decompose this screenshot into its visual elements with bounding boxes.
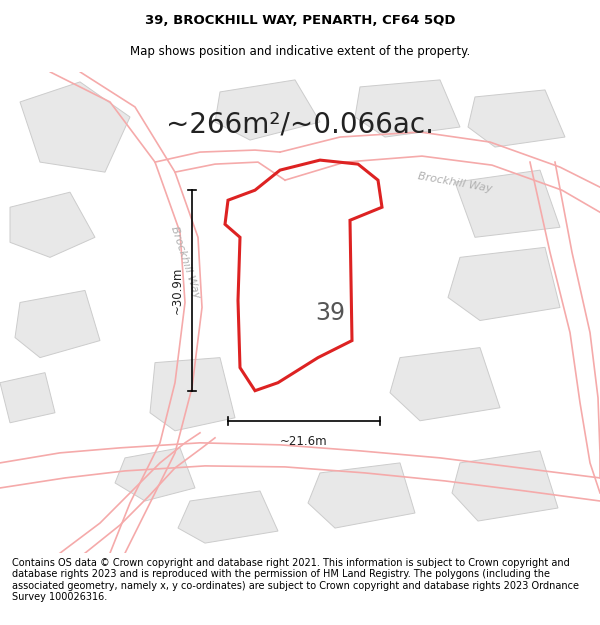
- Polygon shape: [390, 348, 500, 421]
- Text: ~30.9m: ~30.9m: [171, 267, 184, 314]
- Polygon shape: [20, 82, 130, 172]
- Text: Brockhill Way: Brockhill Way: [169, 225, 202, 300]
- Text: Contains OS data © Crown copyright and database right 2021. This information is : Contains OS data © Crown copyright and d…: [12, 558, 579, 602]
- Text: ~21.6m: ~21.6m: [280, 435, 328, 448]
- Polygon shape: [355, 80, 460, 137]
- Polygon shape: [468, 90, 565, 147]
- Polygon shape: [15, 291, 100, 357]
- Text: Brockhill Way: Brockhill Way: [417, 171, 493, 194]
- Polygon shape: [455, 170, 560, 238]
- Text: 39, BROCKHILL WAY, PENARTH, CF64 5QD: 39, BROCKHILL WAY, PENARTH, CF64 5QD: [145, 14, 455, 27]
- Polygon shape: [308, 463, 415, 528]
- Polygon shape: [150, 357, 235, 431]
- Polygon shape: [452, 451, 558, 521]
- Text: ~266m²/~0.066ac.: ~266m²/~0.066ac.: [166, 110, 434, 138]
- Text: Map shows position and indicative extent of the property.: Map shows position and indicative extent…: [130, 45, 470, 58]
- Polygon shape: [178, 491, 278, 543]
- Polygon shape: [10, 192, 95, 258]
- Text: 39: 39: [315, 301, 345, 324]
- Polygon shape: [448, 248, 560, 321]
- Polygon shape: [215, 80, 320, 140]
- Polygon shape: [0, 372, 55, 423]
- Polygon shape: [115, 448, 195, 501]
